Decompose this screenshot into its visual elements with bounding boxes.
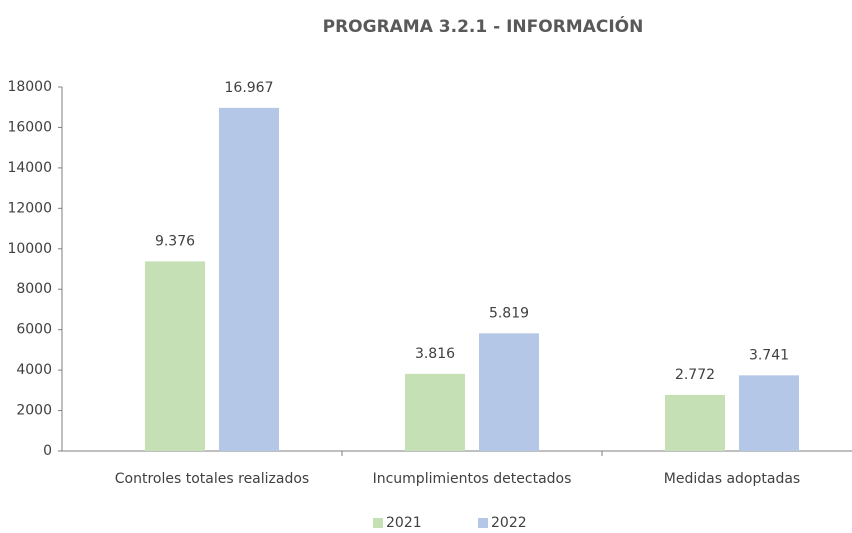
x-tick-label: Incumplimientos detectados bbox=[373, 471, 572, 487]
legend-swatch bbox=[478, 518, 488, 528]
data-label: 2.772 bbox=[675, 367, 715, 383]
legend-label: 2022 bbox=[491, 515, 527, 531]
bar bbox=[219, 107, 279, 451]
x-tick-label: Medidas adoptadas bbox=[664, 471, 800, 487]
chart-title: PROGRAMA 3.2.1 - INFORMACIÓN bbox=[323, 15, 644, 37]
bar bbox=[145, 261, 205, 451]
x-tick-label: Controles totales realizados bbox=[115, 471, 309, 487]
bar bbox=[479, 333, 539, 451]
y-tick-label: 4000 bbox=[16, 362, 52, 378]
data-label: 5.819 bbox=[489, 305, 529, 321]
data-label: 3.741 bbox=[749, 347, 789, 363]
y-tick-label: 10000 bbox=[7, 241, 52, 257]
y-tick-label: 6000 bbox=[16, 322, 52, 338]
y-tick-label: 12000 bbox=[7, 200, 52, 216]
legend-swatch bbox=[373, 518, 383, 528]
y-tick-label: 8000 bbox=[16, 281, 52, 297]
y-tick-label: 18000 bbox=[7, 79, 52, 95]
bar bbox=[739, 375, 799, 451]
y-tick-label: 0 bbox=[43, 443, 52, 459]
data-label: 16.967 bbox=[225, 80, 274, 96]
y-tick-label: 2000 bbox=[16, 403, 52, 419]
bar bbox=[665, 394, 725, 451]
y-tick-label: 14000 bbox=[7, 160, 52, 176]
y-tick-label: 16000 bbox=[7, 119, 52, 135]
data-label: 3.816 bbox=[415, 346, 455, 362]
data-label: 9.376 bbox=[155, 233, 195, 249]
bar bbox=[405, 373, 465, 451]
legend-label: 2021 bbox=[386, 515, 422, 531]
